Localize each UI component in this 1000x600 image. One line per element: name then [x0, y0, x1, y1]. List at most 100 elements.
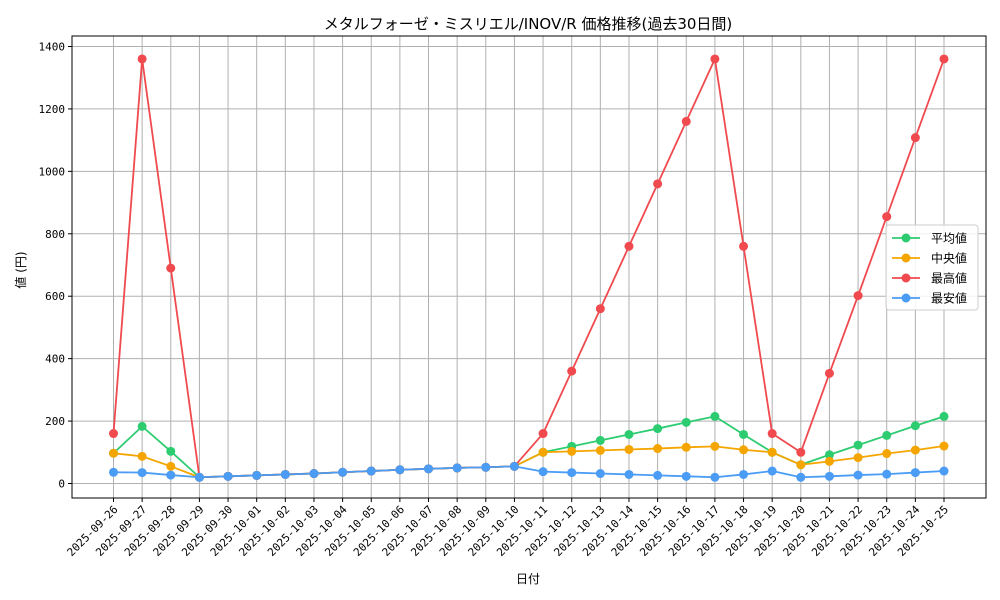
- data-point: [166, 461, 176, 471]
- data-point: [710, 411, 720, 421]
- data-point: [910, 468, 920, 478]
- data-point: [509, 461, 519, 471]
- data-point: [796, 460, 806, 470]
- y-axis-label: 値 (円): [13, 251, 28, 288]
- data-point: [910, 421, 920, 431]
- legend-item: 平均値: [892, 231, 967, 246]
- data-point: [853, 440, 863, 450]
- data-point: [309, 469, 319, 479]
- data-point: [137, 421, 147, 431]
- legend-marker-icon: [901, 293, 911, 303]
- y-tick-label: 800: [45, 228, 65, 241]
- grid-lines: [72, 36, 986, 498]
- data-point: [939, 411, 949, 421]
- y-tick-label: 1400: [39, 41, 66, 54]
- data-point: [681, 116, 691, 126]
- data-point: [194, 472, 204, 482]
- data-point: [166, 263, 176, 273]
- data-point: [767, 466, 777, 476]
- legend-label: 中央値: [931, 251, 967, 266]
- legend-label: 平均値: [931, 231, 967, 246]
- data-point: [109, 448, 118, 458]
- data-point: [882, 449, 892, 459]
- series-line: [109, 411, 949, 482]
- data-point: [681, 471, 691, 481]
- data-point: [538, 467, 548, 477]
- data-point: [710, 54, 720, 64]
- data-point: [653, 470, 663, 480]
- data-point: [739, 241, 749, 251]
- data-point: [595, 304, 605, 314]
- data-point: [796, 447, 806, 457]
- legend-marker-icon: [901, 253, 911, 263]
- data-point: [681, 442, 691, 452]
- data-point: [137, 451, 147, 461]
- data-point: [739, 445, 749, 455]
- data-point: [653, 179, 663, 189]
- data-point: [824, 368, 834, 378]
- data-point: [166, 446, 176, 456]
- data-point: [624, 469, 634, 479]
- y-tick-label: 600: [45, 290, 65, 303]
- data-point: [767, 447, 777, 457]
- data-point: [939, 54, 949, 64]
- data-point: [710, 441, 720, 451]
- data-point: [710, 472, 720, 482]
- legend-label: 最高値: [931, 271, 967, 286]
- data-point: [538, 429, 548, 439]
- y-tick-label: 1000: [39, 165, 66, 178]
- data-point: [538, 447, 548, 457]
- data-point: [853, 291, 863, 301]
- series-line: [109, 461, 949, 482]
- data-point: [137, 468, 147, 478]
- data-point: [567, 446, 577, 456]
- data-point: [739, 469, 749, 479]
- data-point: [366, 466, 376, 476]
- legend-box: [885, 224, 979, 311]
- data-point: [595, 435, 605, 445]
- data-point: [824, 456, 834, 466]
- data-point: [595, 469, 605, 479]
- data-point: [939, 441, 949, 451]
- y-axis-ticks: 0 200 400 600 800 1000 1200 1400: [39, 41, 72, 491]
- data-point: [280, 469, 290, 479]
- data-series: [109, 54, 949, 482]
- data-point: [853, 470, 863, 480]
- legend-marker-icon: [901, 233, 911, 243]
- x-axis-ticks: 2025-09-262025-09-272025-09-282025-09-29…: [65, 498, 951, 559]
- legend-item: 最高値: [892, 271, 967, 286]
- data-point: [624, 241, 634, 251]
- plot-frame: [71, 35, 987, 499]
- data-point: [824, 471, 834, 481]
- data-point: [595, 445, 605, 455]
- chart-title: メタルフォーゼ・ミスリエル/INOV/R 価格推移(過去30日間): [324, 15, 733, 33]
- data-point: [395, 465, 405, 475]
- legend-item: 中央値: [892, 251, 967, 266]
- data-point: [910, 445, 920, 455]
- y-tick-label: 0: [58, 478, 65, 491]
- data-point: [796, 472, 806, 482]
- data-point: [624, 444, 634, 454]
- data-point: [681, 417, 691, 427]
- data-point: [424, 464, 434, 474]
- data-point: [853, 453, 863, 463]
- data-point: [338, 467, 348, 477]
- data-point: [653, 424, 663, 434]
- y-tick-label: 200: [45, 415, 65, 428]
- y-tick-label: 1200: [39, 103, 66, 116]
- data-point: [939, 466, 949, 476]
- legend-label: 最安値: [931, 291, 967, 306]
- data-point: [567, 366, 577, 376]
- data-point: [882, 212, 892, 222]
- data-point: [109, 467, 118, 477]
- data-point: [653, 444, 663, 454]
- data-point: [166, 470, 176, 480]
- data-point: [624, 429, 634, 439]
- x-axis-label: 日付: [516, 572, 540, 586]
- legend-marker-icon: [901, 273, 911, 283]
- data-point: [882, 430, 892, 440]
- data-point: [137, 54, 147, 64]
- data-point: [481, 462, 491, 472]
